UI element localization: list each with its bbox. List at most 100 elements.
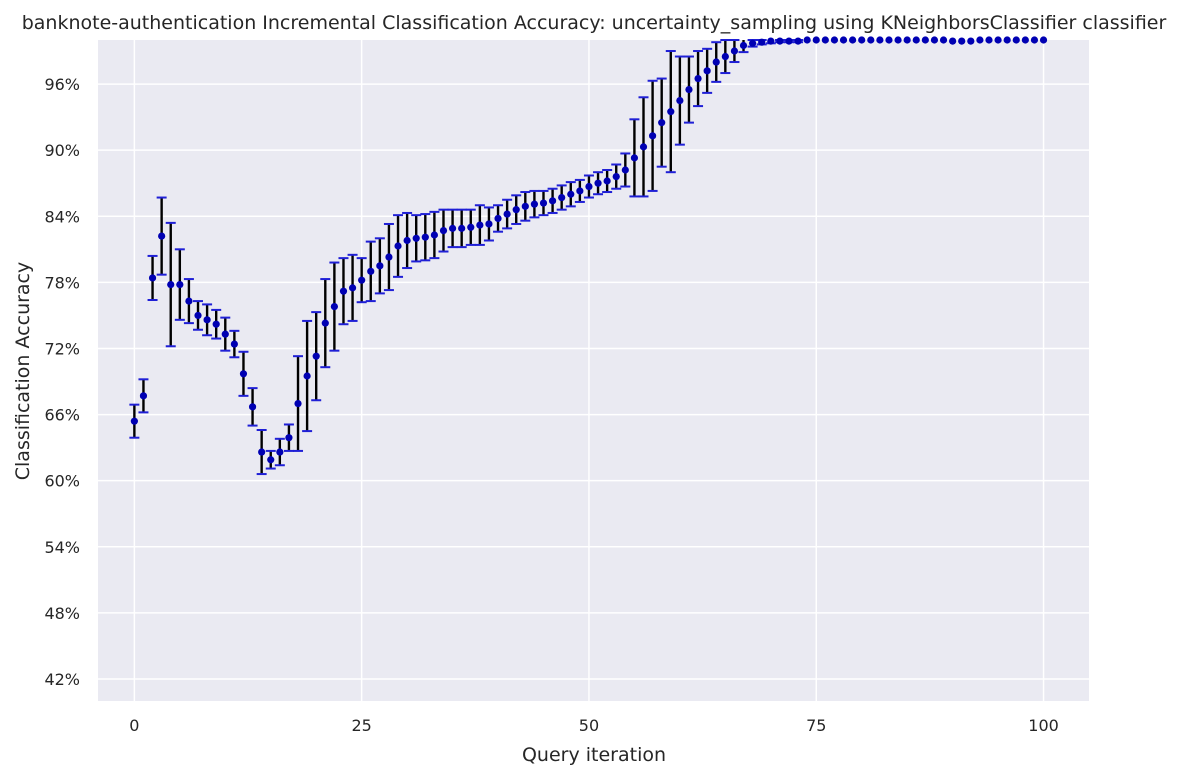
data-point xyxy=(512,206,520,214)
x-gridlines xyxy=(133,40,1045,701)
x-tick-labels: 0 25 50 75 100 xyxy=(129,716,1059,735)
data-point xyxy=(730,47,739,55)
data-point xyxy=(639,143,648,151)
data-point xyxy=(367,267,375,275)
data-point xyxy=(976,36,984,44)
data-point xyxy=(712,58,720,66)
data-point xyxy=(412,234,420,242)
data-point xyxy=(530,200,539,208)
y-tick-label: 66% xyxy=(44,406,80,425)
data-point xyxy=(285,434,293,442)
data-point xyxy=(685,85,693,94)
data-point xyxy=(394,242,402,250)
y-tick-label: 48% xyxy=(44,604,80,623)
data-point xyxy=(294,399,302,408)
data-point xyxy=(458,224,466,232)
data-point xyxy=(485,220,493,228)
data-point xyxy=(694,74,702,83)
data-point xyxy=(739,41,748,50)
y-tick-labels: 42% 48% 54% 60% 66% 72% 78% 84% 90% 96% xyxy=(44,75,80,689)
data-point xyxy=(330,303,338,311)
data-point xyxy=(658,119,666,127)
data-point xyxy=(839,36,848,44)
data-point xyxy=(448,224,457,232)
data-point xyxy=(185,297,193,305)
data-point xyxy=(503,210,511,218)
data-point xyxy=(548,197,557,205)
data-point xyxy=(830,36,839,44)
data-point xyxy=(867,36,875,44)
data-point xyxy=(494,214,502,223)
data-point xyxy=(903,36,911,44)
data-point xyxy=(539,199,548,207)
data-point xyxy=(558,193,566,202)
data-point xyxy=(267,456,275,464)
data-point xyxy=(176,280,184,289)
x-tick-label: 0 xyxy=(129,716,139,735)
chart-title: banknote-authentication Incremental Clas… xyxy=(22,12,1167,34)
x-tick-label: 100 xyxy=(1028,716,1059,735)
data-point xyxy=(239,370,248,378)
data-point xyxy=(376,262,384,270)
data-point xyxy=(476,221,484,229)
data-point xyxy=(676,96,684,105)
data-points xyxy=(130,36,1048,464)
x-tick-label: 75 xyxy=(806,716,826,735)
y-tick-label: 84% xyxy=(44,207,80,226)
data-point xyxy=(1030,36,1039,44)
data-point xyxy=(212,320,220,328)
data-point xyxy=(358,276,366,284)
data-point xyxy=(949,37,957,45)
y-tick-label: 54% xyxy=(44,538,80,557)
x-tick-label: 50 xyxy=(579,716,599,735)
data-point xyxy=(958,37,966,45)
data-point xyxy=(894,36,902,44)
data-point xyxy=(576,187,584,195)
data-point xyxy=(385,253,393,261)
data-point xyxy=(594,179,602,187)
data-point xyxy=(567,190,575,198)
y-axis-label: Classification Accuracy xyxy=(12,262,34,481)
data-point xyxy=(348,284,357,292)
data-point xyxy=(776,37,784,45)
data-point xyxy=(849,36,857,44)
data-point xyxy=(439,226,448,235)
x-tick-label: 25 xyxy=(351,716,371,735)
data-point xyxy=(603,177,611,185)
data-point xyxy=(148,274,157,282)
data-point xyxy=(312,352,320,360)
data-point xyxy=(1003,36,1011,44)
data-point xyxy=(630,154,639,162)
data-point xyxy=(767,37,775,45)
y-tick-label: 78% xyxy=(44,273,80,292)
data-point xyxy=(885,36,893,44)
data-point xyxy=(467,223,475,231)
data-point xyxy=(812,36,820,44)
y-tick-label: 96% xyxy=(44,75,80,94)
data-point xyxy=(858,36,866,44)
data-point xyxy=(130,417,138,425)
data-point xyxy=(821,36,829,44)
data-point xyxy=(221,330,229,338)
data-point xyxy=(258,448,266,456)
data-point xyxy=(248,403,257,411)
x-axis-label: Query iteration xyxy=(522,744,666,766)
data-point xyxy=(139,392,148,400)
data-point xyxy=(203,316,211,324)
data-point xyxy=(921,36,929,44)
data-point xyxy=(967,37,975,45)
data-point xyxy=(703,67,711,75)
data-point xyxy=(758,38,766,46)
data-point xyxy=(721,52,729,61)
data-point xyxy=(585,182,593,191)
data-point xyxy=(930,36,939,44)
data-point xyxy=(749,39,757,47)
data-point xyxy=(612,173,620,181)
data-point xyxy=(421,233,429,241)
data-point xyxy=(621,166,629,174)
data-point xyxy=(521,202,529,210)
y-tick-label: 90% xyxy=(44,141,80,160)
plot-area xyxy=(98,40,1089,701)
y-tick-label: 60% xyxy=(44,472,80,491)
